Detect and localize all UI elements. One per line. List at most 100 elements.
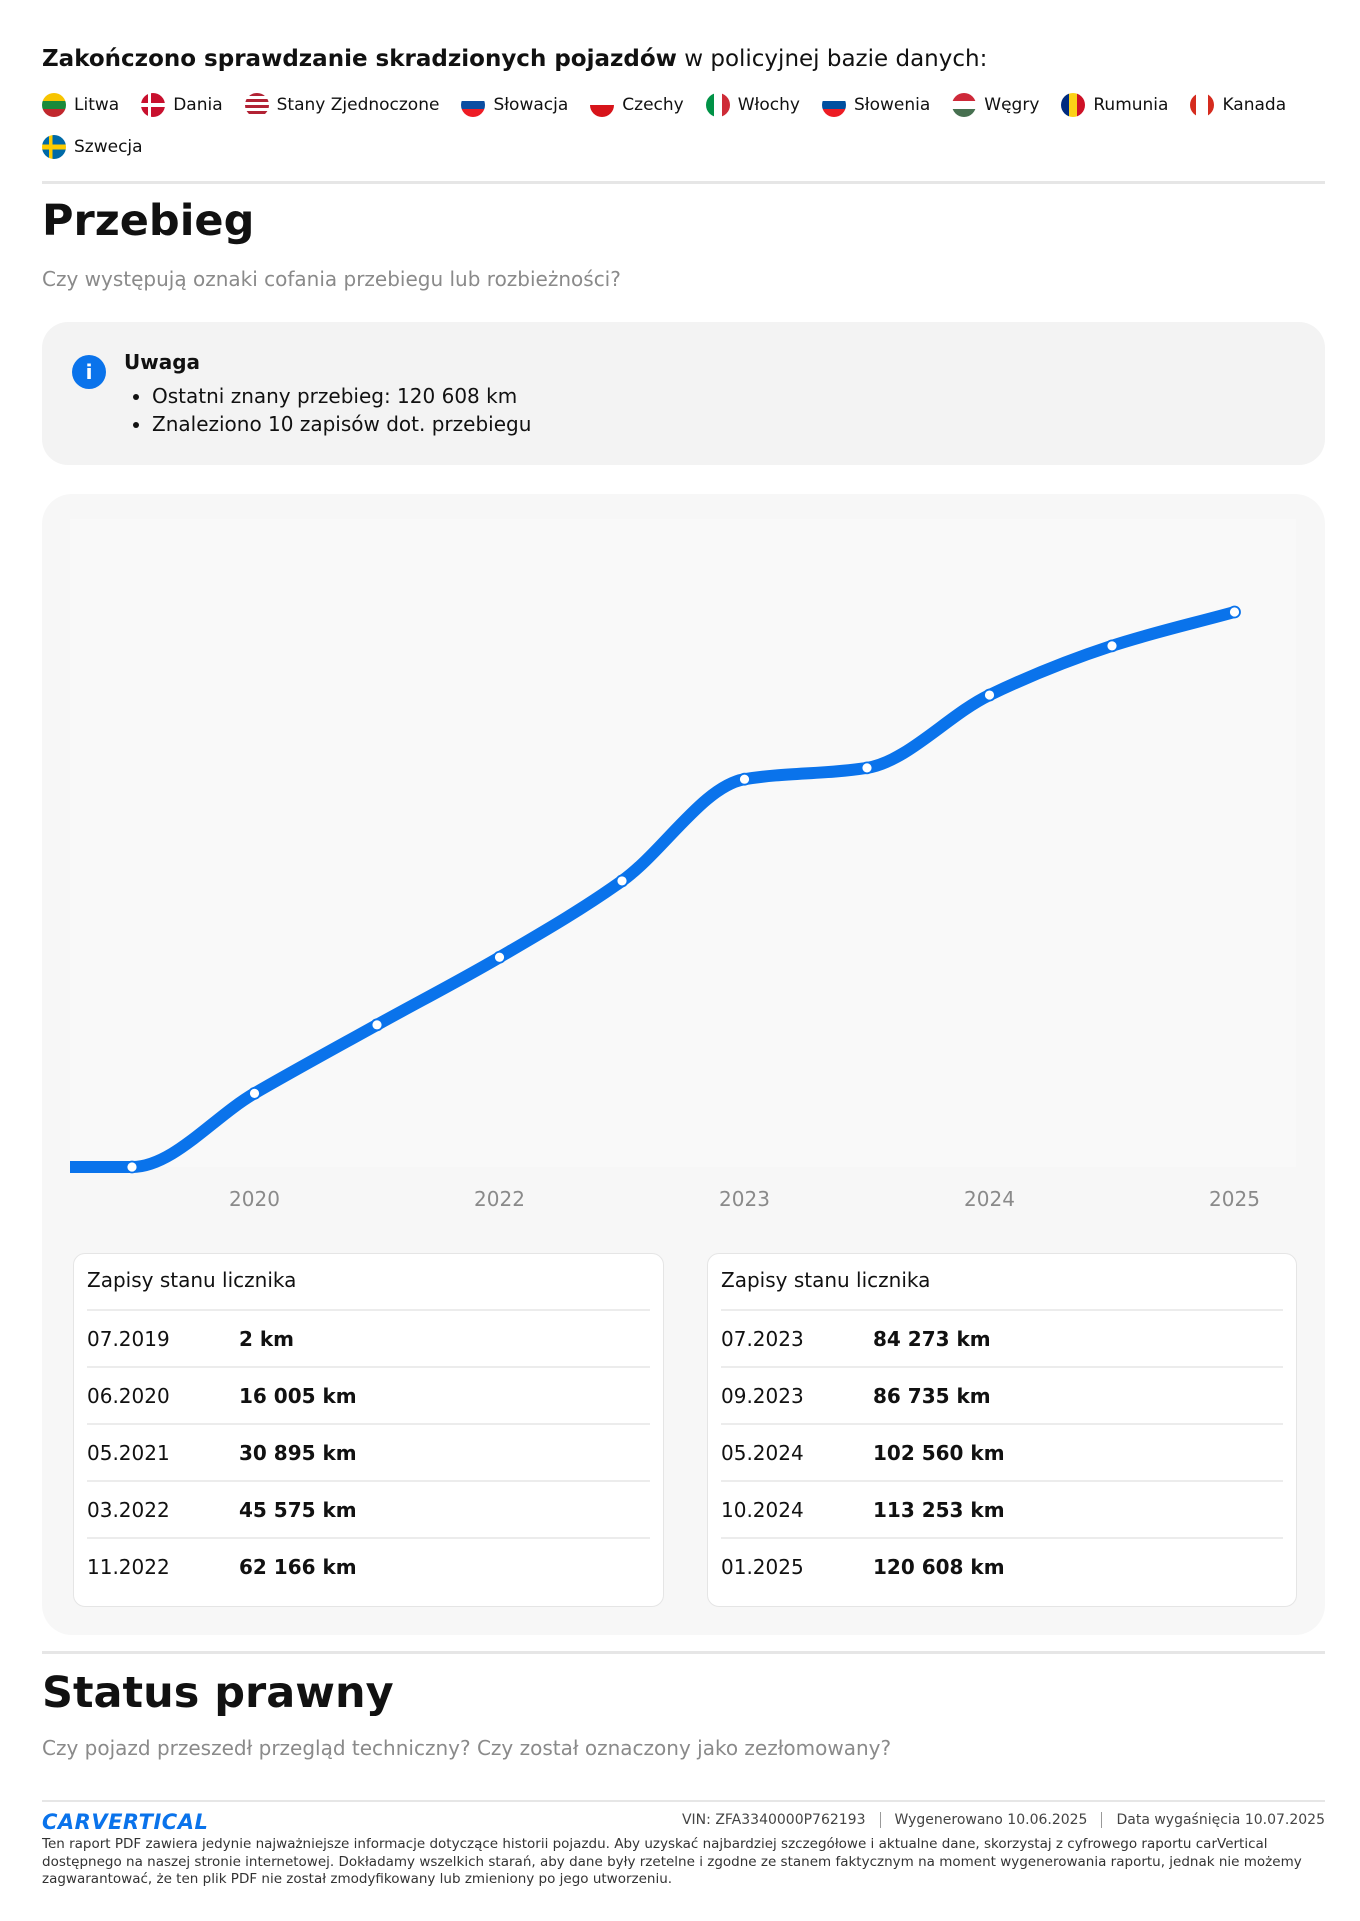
country: Słowacja bbox=[461, 92, 568, 118]
record-mileage: 120 608 km bbox=[873, 1555, 1005, 1579]
note-item: Znaleziono 10 zapisów dot. przebiegu bbox=[152, 410, 531, 438]
table-row: 05.2021 30 895 km bbox=[87, 1423, 650, 1482]
generated-date: Wygenerowano 10.06.2025 bbox=[879, 1812, 1087, 1828]
x-tick-label: 2020 bbox=[229, 1187, 280, 1211]
country: Dania bbox=[141, 92, 223, 118]
records-table: Zapisy stanu licznika 07.2023 84 273 km 09.… bbox=[707, 1253, 1297, 1607]
record-mileage: 30 895 km bbox=[239, 1441, 357, 1465]
x-tick-label: 2022 bbox=[474, 1187, 525, 1211]
divider bbox=[42, 1651, 1325, 1654]
plot-area bbox=[70, 519, 1296, 1167]
table-title: Zapisy stanu licznika bbox=[721, 1268, 931, 1292]
section-title: Status prawny bbox=[42, 1668, 394, 1718]
flag-icon bbox=[461, 93, 486, 117]
country-list: Litwa Dania Stany Zjednoczone Słowacja Czech… bbox=[42, 92, 1332, 160]
vin: VIN: ZFA3340000P762193 bbox=[681, 1812, 866, 1828]
country-name: Słowenia bbox=[853, 95, 931, 115]
table-row: 11.2022 62 166 km bbox=[87, 1537, 650, 1596]
country-name: Włochy bbox=[737, 95, 800, 115]
record-date: 11.2022 bbox=[87, 1555, 170, 1579]
data-point bbox=[248, 1086, 261, 1100]
section-subtitle: Czy pojazd przeszedł przegląd techniczny… bbox=[42, 1736, 892, 1760]
flag-icon bbox=[821, 93, 846, 117]
table-row: 07.2023 84 273 km bbox=[721, 1309, 1283, 1368]
country-name: Rumunia bbox=[1093, 95, 1169, 115]
flag-icon bbox=[705, 93, 730, 117]
country: Kanada bbox=[1190, 92, 1286, 118]
data-point bbox=[1228, 605, 1241, 619]
record-date: 03.2022 bbox=[87, 1498, 170, 1522]
country: Włochy bbox=[705, 92, 800, 118]
record-mileage: 62 166 km bbox=[239, 1555, 357, 1579]
note-title: Uwaga bbox=[124, 350, 201, 374]
country-name: Dania bbox=[173, 95, 223, 115]
flag-icon bbox=[42, 93, 66, 117]
table-title: Zapisy stanu licznika bbox=[87, 1268, 297, 1292]
country-name: Litwa bbox=[74, 95, 120, 115]
flag-icon bbox=[244, 93, 269, 117]
country: Węgry bbox=[952, 92, 1039, 118]
data-point bbox=[738, 772, 751, 786]
table-row: 06.2020 16 005 km bbox=[87, 1366, 650, 1425]
record-date: 05.2021 bbox=[87, 1441, 170, 1465]
country-name: Słowacja bbox=[493, 95, 569, 115]
mileage-line bbox=[126, 606, 1241, 1173]
title-rest: w policyjnej bazie danych: bbox=[676, 46, 988, 72]
country: Czechy bbox=[590, 92, 684, 118]
table-row: 09.2023 86 735 km bbox=[721, 1366, 1283, 1425]
divider bbox=[42, 1800, 1325, 1802]
records-table: Zapisy stanu licznika 07.2019 2 km 06.2020 1… bbox=[73, 1253, 664, 1607]
info-icon: i bbox=[72, 355, 106, 389]
country: Stany Zjednoczone bbox=[244, 92, 440, 118]
country-name: Czechy bbox=[622, 95, 684, 115]
record-mileage: 86 735 km bbox=[873, 1384, 991, 1408]
data-point bbox=[493, 950, 506, 964]
country-name: Stany Zjednoczone bbox=[276, 95, 440, 115]
expiry-date: Data wygaśnięcia 10.07.2025 bbox=[1101, 1812, 1325, 1828]
country-name: Węgry bbox=[984, 95, 1040, 115]
data-point bbox=[615, 874, 629, 888]
record-mileage: 84 273 km bbox=[873, 1327, 991, 1351]
record-date: 07.2023 bbox=[721, 1327, 804, 1351]
section-title: Przebieg bbox=[42, 196, 255, 246]
header-title: Zakończono sprawdzanie skradzionych poja… bbox=[42, 46, 987, 72]
country: Szwecja bbox=[42, 134, 143, 160]
record-date: 09.2023 bbox=[721, 1384, 804, 1408]
record-date: 10.2024 bbox=[721, 1498, 804, 1522]
table-row: 07.2019 2 km bbox=[87, 1309, 650, 1368]
logo: CARVERTICAL bbox=[42, 1810, 209, 1834]
flag-icon bbox=[141, 93, 166, 117]
record-mileage: 2 km bbox=[239, 1327, 295, 1351]
record-date: 07.2019 bbox=[87, 1327, 170, 1351]
record-date: 05.2024 bbox=[721, 1441, 804, 1465]
record-mileage: 102 560 km bbox=[873, 1441, 1005, 1465]
data-point bbox=[983, 688, 996, 702]
data-point bbox=[125, 1160, 139, 1174]
table-row: 03.2022 45 575 km bbox=[87, 1480, 650, 1539]
table-row: 01.2025 120 608 km bbox=[721, 1537, 1283, 1596]
record-mileage: 45 575 km bbox=[239, 1498, 357, 1522]
flag-icon bbox=[1061, 93, 1086, 117]
table-row: 05.2024 102 560 km bbox=[721, 1423, 1283, 1482]
country: Rumunia bbox=[1061, 92, 1168, 118]
footer-meta: VIN: ZFA3340000P762193 Wygenerowano 10.0… bbox=[682, 1812, 1325, 1828]
divider bbox=[42, 181, 1325, 184]
note-item: Ostatni znany przebieg: 120 608 km bbox=[152, 382, 531, 410]
flag-icon bbox=[952, 93, 977, 117]
section-subtitle: Czy występują oznaki cofania przebiegu l… bbox=[42, 267, 621, 291]
flag-icon bbox=[42, 135, 66, 159]
data-point bbox=[370, 1018, 384, 1032]
table-row: 10.2024 113 253 km bbox=[721, 1480, 1283, 1539]
record-date: 01.2025 bbox=[721, 1555, 804, 1579]
country: Słowenia bbox=[821, 92, 931, 118]
note-list: Ostatni znany przebieg: 120 608 km Znale… bbox=[124, 382, 531, 438]
country-name: Kanada bbox=[1222, 95, 1287, 115]
x-tick-label: 2023 bbox=[719, 1187, 770, 1211]
record-mileage: 113 253 km bbox=[873, 1498, 1005, 1522]
chart: 2020 2022 2023 2024 2025 bbox=[70, 519, 1296, 1211]
x-tick-label: 2025 bbox=[1209, 1187, 1260, 1211]
country-name: Szwecja bbox=[74, 137, 143, 157]
disclaimer: Ten raport PDF zawiera jedynie najważnie… bbox=[42, 1836, 1302, 1887]
x-tick-label: 2024 bbox=[964, 1187, 1015, 1211]
